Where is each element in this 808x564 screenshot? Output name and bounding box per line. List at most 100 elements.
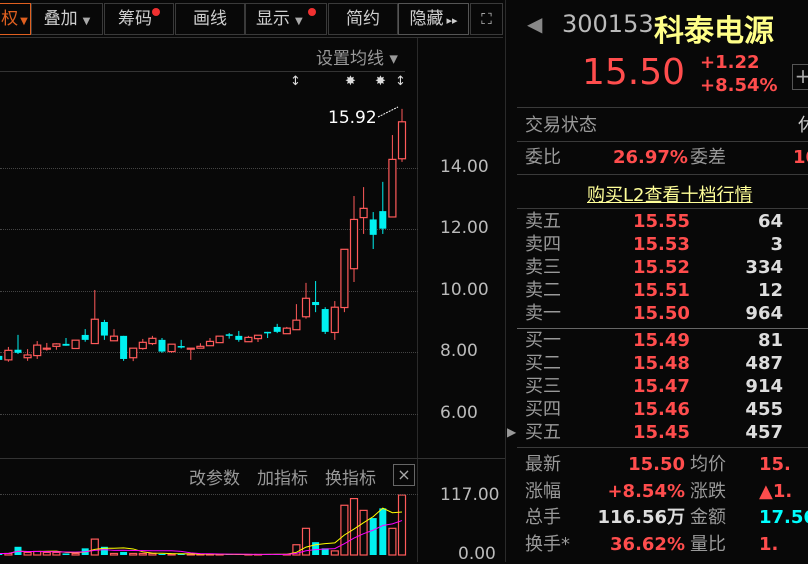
ask-volume: 64 — [757, 211, 783, 232]
candle-body-up — [282, 327, 291, 335]
candle-body-up — [71, 339, 80, 350]
candle-body-up — [42, 347, 51, 350]
bid-level-label: 买五 — [525, 422, 561, 443]
candlestick-chart[interactable] — [0, 0, 418, 562]
bid-row[interactable]: 买四 15.46 455 — [525, 399, 808, 421]
bid-row[interactable]: 买一 15.49 81 — [525, 330, 808, 352]
gridline — [0, 291, 418, 292]
stat-label: 涨跌 — [690, 480, 726, 502]
overlay-label: 叠加 — [43, 9, 78, 29]
candle-body-down — [379, 211, 387, 229]
fullscreen-button[interactable]: ⛶ — [470, 3, 503, 35]
add-watchlist-button[interactable]: + — [792, 64, 808, 90]
stat-row: 涨幅 +8.54% 涨跌 ▲1. — [525, 481, 808, 503]
volume-bar-down — [379, 508, 387, 555]
stat-label: 量比 — [690, 533, 726, 555]
price-change: +1.22 — [700, 52, 760, 73]
divider — [0, 458, 505, 459]
volume-bar-up — [52, 551, 61, 556]
ask-row[interactable]: 卖一 15.50 964 — [525, 303, 808, 325]
volume-tick: 117.00 — [440, 485, 500, 505]
expand-icon: ⛶ — [481, 10, 492, 28]
candle-body-up — [109, 335, 119, 342]
candle-body-down — [273, 326, 281, 332]
volume-bar-down — [62, 553, 70, 555]
stat-value: 17.56 — [759, 507, 808, 528]
volume-bar-down — [120, 551, 128, 555]
candle-body-down — [177, 346, 185, 348]
bid-volume: 457 — [745, 422, 783, 443]
candle-body-up — [23, 354, 32, 359]
fuquan-button[interactable]: 权 ▼ — [0, 3, 31, 35]
draw-line-button[interactable]: 画线 — [175, 3, 245, 35]
divider — [517, 328, 808, 329]
stat-label: 换手* — [525, 533, 570, 555]
volume-bar-down — [369, 518, 377, 555]
stat-value: 1. — [759, 533, 779, 555]
bid-price: 15.46 — [633, 399, 690, 420]
volume-bar-up — [138, 552, 147, 556]
volume-bar-up — [42, 551, 51, 556]
l2-upgrade-link[interactable]: 购买L2查看十档行情 — [587, 185, 753, 206]
price-tick: 10.00 — [440, 280, 489, 300]
bid-level-label: 买一 — [525, 330, 561, 351]
high-price-label: 15.92 — [328, 108, 377, 128]
bid-row[interactable]: 买二 15.48 487 — [525, 353, 808, 375]
quote-panel: ◀ 300153 科泰电源 15.50 +1.22 +8.54% + 交易状态 休… — [517, 0, 808, 562]
stat-label: 最新 — [525, 454, 561, 475]
ma-settings-button[interactable]: 设置均线 ▾ — [316, 49, 398, 69]
bid-level-label: 买四 — [525, 399, 561, 420]
ask-row[interactable]: 卖五 15.55 64 — [525, 211, 808, 233]
switch-indicator-button[interactable]: 换指标 — [325, 469, 376, 489]
close-indicator-button[interactable]: × — [393, 464, 415, 486]
status-value: 休 — [798, 115, 808, 136]
candle-body-up — [33, 344, 42, 357]
add-indicator-button[interactable]: 加指标 — [257, 469, 308, 489]
status-label: 交易状态 — [525, 115, 597, 136]
simple-button[interactable]: 简约 — [328, 3, 398, 35]
gridline — [0, 352, 418, 353]
candle-body-down — [312, 301, 320, 306]
candle-body-down — [100, 322, 108, 336]
bid-row[interactable]: 买三 15.47 914 — [525, 376, 808, 398]
last-price: 15.50 — [582, 52, 686, 93]
ask-price: 15.50 — [633, 303, 690, 324]
gridline — [0, 229, 418, 230]
volume-tick: 0.00 — [458, 544, 496, 564]
prev-stock-arrow-icon[interactable]: ◀ — [527, 12, 543, 36]
ask-row[interactable]: 卖二 15.51 12 — [525, 280, 808, 302]
display-button[interactable]: 显示 ▼ — [245, 3, 327, 35]
chips-button[interactable]: 筹码 — [104, 3, 174, 35]
candle-body-up — [292, 319, 301, 331]
marker-icon: ↕ — [395, 74, 406, 89]
ask-row[interactable]: 卖四 15.53 3 — [525, 234, 808, 256]
candle-body-down — [369, 219, 377, 235]
change-params-button[interactable]: 改参数 — [189, 469, 240, 489]
collapse-panel-arrow-icon[interactable]: ▶ — [507, 425, 517, 439]
divider — [0, 71, 405, 72]
candle-body-down — [0, 355, 3, 360]
overlay-button[interactable]: 叠加 ▼ — [31, 3, 103, 35]
close-icon: × — [397, 465, 411, 484]
hide-button[interactable]: 隐藏 ▸▸ — [398, 3, 469, 35]
volume-bar-down — [312, 542, 320, 555]
candle-body-up — [52, 343, 61, 347]
divider — [517, 447, 808, 448]
bid-row[interactable]: 买五 15.45 457 — [525, 422, 808, 444]
volume-bar-down — [100, 546, 108, 555]
bid-price: 15.47 — [633, 376, 690, 397]
bid-volume: 455 — [745, 399, 783, 420]
volume-bar-up — [148, 552, 157, 556]
price-tick: 12.00 — [440, 218, 489, 238]
price-change-pct: +8.54% — [700, 75, 778, 96]
stat-label: 均价 — [690, 454, 726, 475]
candle-body-up — [301, 297, 311, 318]
stat-value: 15. — [759, 454, 791, 475]
panel-divider — [505, 0, 506, 562]
candle-body-up — [196, 345, 205, 349]
ask-row[interactable]: 卖三 15.52 334 — [525, 257, 808, 279]
candle-body-up — [253, 334, 263, 340]
fuquan-label: 权 — [1, 9, 19, 29]
caret-down-icon: ▼ — [294, 16, 303, 27]
